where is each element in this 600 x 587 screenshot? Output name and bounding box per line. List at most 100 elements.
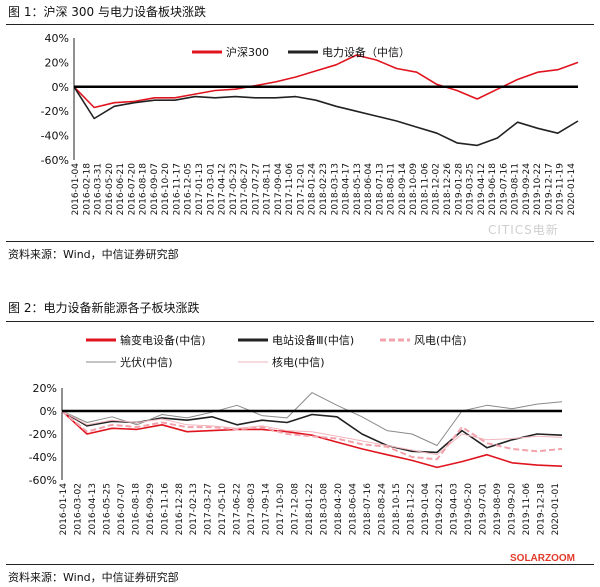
y-tick-label: 0% [40,405,57,418]
figure-1-bottom-rule [6,241,594,242]
x-tick-label: 2016-12-28 [175,483,185,536]
x-tick-label: 2019-08-09 [493,483,503,536]
x-tick-label: 2019-12-17 [545,163,555,215]
x-tick-label: 2018-03-13 [330,163,340,215]
x-tick-label: 2018-05-13 [353,163,363,215]
y-tick-label: 20% [33,382,57,395]
x-tick-label: 2017-03-01 [206,163,216,215]
figure-1-source: 资料来源：Wind，中信证券研究部 [8,248,179,261]
x-tick-label: 2018-11-22 [406,483,416,535]
x-tick-label: 2019-12-18 [537,483,547,536]
legend-label: 电力设备（中信） [322,45,410,59]
x-tick-label: 2017-12-08 [291,483,301,536]
x-tick-label: 2017-03-27 [204,483,214,535]
legend-label: 核电(中信) [272,355,325,369]
figure-2-watermark: SOLARZOOM [510,553,575,564]
x-tick-label: 2017-06-27 [240,163,250,215]
x-tick-label: 2018-01-24 [308,163,318,216]
x-tick-label: 2019-09-24 [522,163,532,216]
legend-item: 沪深300 [192,45,269,59]
figure-1-title: 图 1：沪深 300 与电力设备板块涨跌 [8,5,206,19]
x-tick-label: 2018-12-26 [443,163,453,216]
figure-1-chart: 40% 20% 0% -20% -40% -60%2016-01-04 2016-02-18… [41,32,579,216]
x-tick-label: 2018-08-11 [387,163,397,215]
x-tick-label: 2018-02-23 [319,163,329,215]
x-tick-label: 2016-07-07 [117,483,127,535]
x-tick-label: 2019-07-01 [479,483,489,535]
x-tick-label: 2016-03-31 [94,163,104,215]
figure-2-source: 资料来源：Wind，中信证券研究部 [8,571,179,584]
figure-2-title: 图 2：电力设备新能源各子板块涨跌 [8,301,200,315]
y-tick-label: -40% [29,451,57,464]
legend-item: 风电(中信) [380,334,467,347]
x-tick-label: 2019-10-22 [533,163,543,215]
x-tick-label: 2017-10-30 [276,483,286,536]
legend-item: 光伏(中信) [86,355,173,369]
x-tick-label: 2017-06-22 [233,483,243,535]
x-tick-label: 2016-02-18 [82,163,92,216]
x-tick-label: 2017-08-11 [263,163,273,215]
x-tick-label: 2018-04-17 [342,163,352,215]
x-tick-label: 2017-12-01 [297,163,307,215]
x-tick-label: 2018-04-20 [334,483,344,536]
series-line-0 [73,54,579,109]
x-tick-label: 2016-05-25 [102,483,112,535]
x-tick-label: 2017-09-04 [274,163,284,216]
x-tick-label: 2019-05-20 [464,483,474,536]
x-tick-label: 2019-03-25 [466,163,476,215]
x-tick-label: 2016-03-02 [74,483,84,535]
x-tick-label: 2018-11-06 [421,163,431,216]
y-tick-label: 0% [52,81,69,94]
x-tick-label: 2016-01-14 [59,483,69,536]
x-tick-label: 2019-09-20 [508,483,518,536]
x-tick-label: 2016-04-13 [88,483,98,535]
x-tick-label: 2016-08-18 [131,483,141,536]
x-tick-label: 2017-09-14 [262,483,272,536]
figure-2-bottom-rule [6,564,594,565]
x-tick-label: 2018-06-04 [348,483,358,536]
x-tick-label: 2016-08-18 [139,163,149,216]
y-tick-label: -20% [41,105,69,118]
y-tick-label: -20% [29,428,57,441]
y-tick-label: 40% [45,32,69,45]
x-tick-label: 2017-01-13 [195,163,205,215]
x-tick-label: 2019-07-16 [499,163,509,216]
x-tick-label: 2018-07-16 [363,483,373,536]
series-line-3 [61,392,563,446]
x-tick-label: 2019-01-04 [421,483,431,536]
x-tick-label: 2019-01-28 [454,163,464,216]
x-tick-label: 2017-05-10 [218,483,228,536]
x-tick-label: 2017-11-06 [285,163,295,216]
x-tick-label: 2016-09-07 [150,163,160,215]
x-tick-label: 2017-08-03 [247,483,257,535]
x-tick-label: 2016-07-20 [127,163,137,216]
x-tick-label: 2019-04-03 [450,483,460,535]
figure-1-watermark: CITICS电新 [488,223,559,237]
x-tick-label: 2018-01-22 [305,483,315,535]
legend-label: 沪深300 [226,45,269,59]
legend-item: 电力设备（中信） [288,45,410,59]
x-tick-label: 2018-09-14 [398,163,408,216]
legend-label: 电站设备Ⅲ(中信) [272,333,354,347]
x-tick-label: 2019-04-12 [477,163,487,215]
x-tick-label: 2018-08-24 [377,483,387,536]
y-tick-label: -60% [41,154,69,167]
figure-1-top-rule [6,24,594,25]
legend-item: 输变电设备(中信) [86,333,206,347]
series-line-2 [61,410,563,461]
legend-label: 输变电设备(中信) [120,333,206,347]
x-tick-label: 2019-11-06 [522,483,532,536]
x-tick-label: 2016-11-16 [160,483,170,536]
x-tick-label: 2016-06-21 [116,163,126,215]
x-tick-label: 2019-08-11 [511,163,521,215]
series-line-4 [61,410,563,456]
y-tick-label: -40% [41,130,69,143]
x-tick-label: 2016-11-17 [173,163,183,215]
y-tick-label: 20% [45,56,69,69]
x-tick-label: 2018-10-09 [409,163,419,216]
x-tick-label: 2016-05-20 [105,163,115,216]
x-tick-label: 2018-06-04 [364,163,374,216]
x-tick-label: 2016-10-20 [161,163,171,216]
x-tick-label: 2016-09-29 [146,483,156,536]
x-tick-label: 2017-05-23 [229,163,239,215]
